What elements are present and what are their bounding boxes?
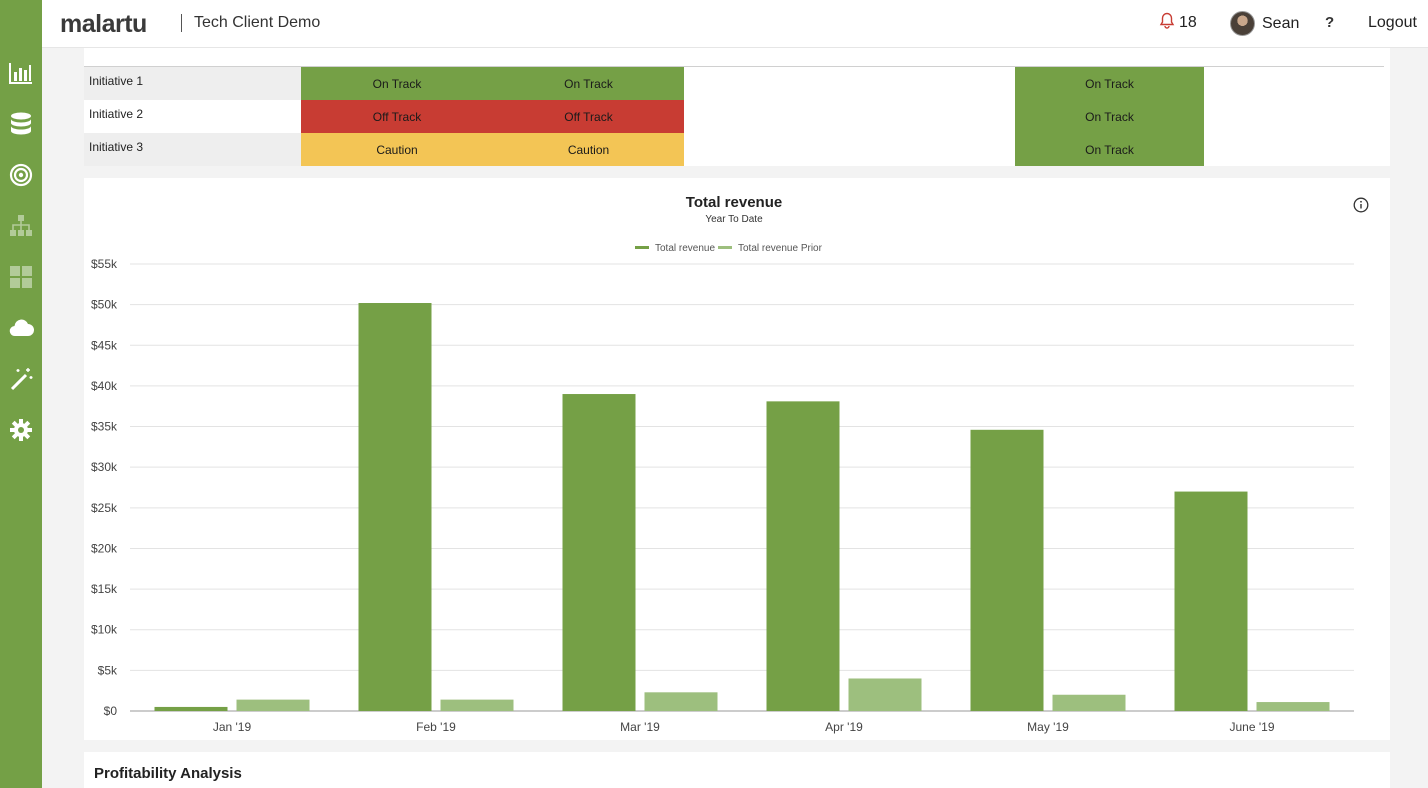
bar-total-revenue-prior — [848, 678, 922, 711]
x-tick-label: Feb '19 — [416, 720, 456, 734]
bar-total-revenue-prior — [644, 692, 718, 711]
x-tick-label: Jan '19 — [213, 720, 252, 734]
table-divider — [84, 66, 1384, 67]
user-menu[interactable]: Sean — [1230, 11, 1299, 36]
bar-total-revenue-prior — [236, 699, 310, 711]
y-tick-label: $0 — [104, 704, 118, 718]
bell-icon — [1159, 12, 1175, 34]
sidebar — [0, 0, 42, 788]
bar-chart-icon[interactable] — [6, 58, 36, 88]
user-name: Sean — [1262, 14, 1300, 32]
y-tick-label: $5k — [98, 663, 118, 677]
y-tick-label: $10k — [91, 623, 118, 637]
y-tick-label: $35k — [91, 420, 118, 434]
bar-total-revenue-prior — [440, 699, 514, 711]
magic-wand-icon[interactable] — [6, 364, 36, 394]
x-tick-label: Apr '19 — [825, 720, 863, 734]
section-title: Profitability Analysis — [94, 765, 242, 782]
bar-total-revenue — [154, 706, 228, 711]
status-cell: Off Track — [493, 100, 684, 133]
initiative-label: Initiative 2 — [89, 107, 144, 121]
y-tick-label: $50k — [91, 298, 118, 312]
y-tick-label: $55k — [91, 257, 118, 271]
x-tick-label: Mar '19 — [620, 720, 660, 734]
legend-label: Total revenue — [655, 243, 715, 254]
y-tick-label: $30k — [91, 460, 118, 474]
client-name: Tech Client Demo — [194, 14, 321, 31]
status-cell: Caution — [493, 133, 684, 166]
chart-title: Total revenue — [685, 194, 783, 211]
y-tick-label: $40k — [91, 379, 118, 393]
revenue-chart: $0 $5k $10k $15k $20k $25k $30k $35k $40k $45k $50… — [91, 243, 1354, 734]
logo-text: malartu — [60, 9, 147, 38]
logo[interactable]: malartu — [60, 8, 147, 40]
y-tick-label: $25k — [91, 501, 118, 515]
database-icon[interactable] — [6, 109, 36, 139]
notification-count: 18 — [1179, 14, 1197, 31]
header-separator — [181, 14, 182, 32]
notifications-button[interactable]: 18 — [1159, 12, 1197, 34]
status-cell: On Track — [1015, 100, 1204, 133]
info-icon[interactable] — [1353, 197, 1369, 213]
table-row: Initiative 3 Caution Caution On Track — [84, 133, 1384, 166]
profitability-panel: Profitability Analysis — [84, 752, 1390, 788]
initiative-label: Initiative 1 — [84, 67, 301, 100]
avatar — [1230, 11, 1255, 36]
status-cell: On Track — [1015, 133, 1204, 166]
initiatives-panel: Initiative 1 On Track On Track On Track … — [84, 48, 1390, 166]
initiative-label: Initiative 3 — [84, 133, 301, 166]
status-cell: On Track — [1015, 67, 1204, 100]
cloud-icon[interactable] — [6, 313, 36, 343]
logout-button[interactable]: Logout — [1368, 14, 1417, 31]
target-icon[interactable] — [6, 160, 36, 190]
table-row: Initiative 1 On Track On Track On Track — [84, 67, 1384, 100]
table-row: Initiative 2 Off Track Off Track On Trac… — [84, 100, 1384, 133]
bar-total-revenue — [766, 401, 840, 711]
y-tick-label: $15k — [91, 582, 118, 596]
legend-swatch — [635, 246, 649, 249]
org-chart-icon[interactable] — [6, 211, 36, 241]
x-tick-label: June '19 — [1230, 720, 1275, 734]
status-cell: On Track — [301, 67, 493, 100]
top-header: malartu Tech Client Demo 18 Sean ? Logou… — [42, 0, 1428, 48]
status-cell: Caution — [301, 133, 493, 166]
y-tick-label: $20k — [91, 541, 118, 555]
revenue-chart-panel: $0 $5k $10k $15k $20k $25k $30k $35k $40k $45k $50… — [84, 178, 1390, 740]
help-button[interactable]: ? — [1325, 14, 1335, 31]
chart-subtitle: Year To Date — [705, 214, 763, 225]
gear-icon[interactable] — [6, 415, 36, 445]
legend-label: Total revenue Prior — [738, 243, 823, 254]
bar-total-revenue — [970, 429, 1044, 711]
grid-icon[interactable] — [6, 262, 36, 292]
bar-total-revenue — [358, 303, 432, 711]
bar-total-revenue — [562, 394, 636, 711]
status-cell: On Track — [493, 67, 684, 100]
legend-swatch — [718, 246, 732, 249]
bar-total-revenue-prior — [1256, 702, 1330, 711]
y-tick-label: $45k — [91, 338, 118, 352]
x-tick-label: May '19 — [1027, 720, 1069, 734]
status-cell: Off Track — [301, 100, 493, 133]
bar-total-revenue — [1174, 491, 1248, 711]
bar-total-revenue-prior — [1052, 694, 1126, 711]
